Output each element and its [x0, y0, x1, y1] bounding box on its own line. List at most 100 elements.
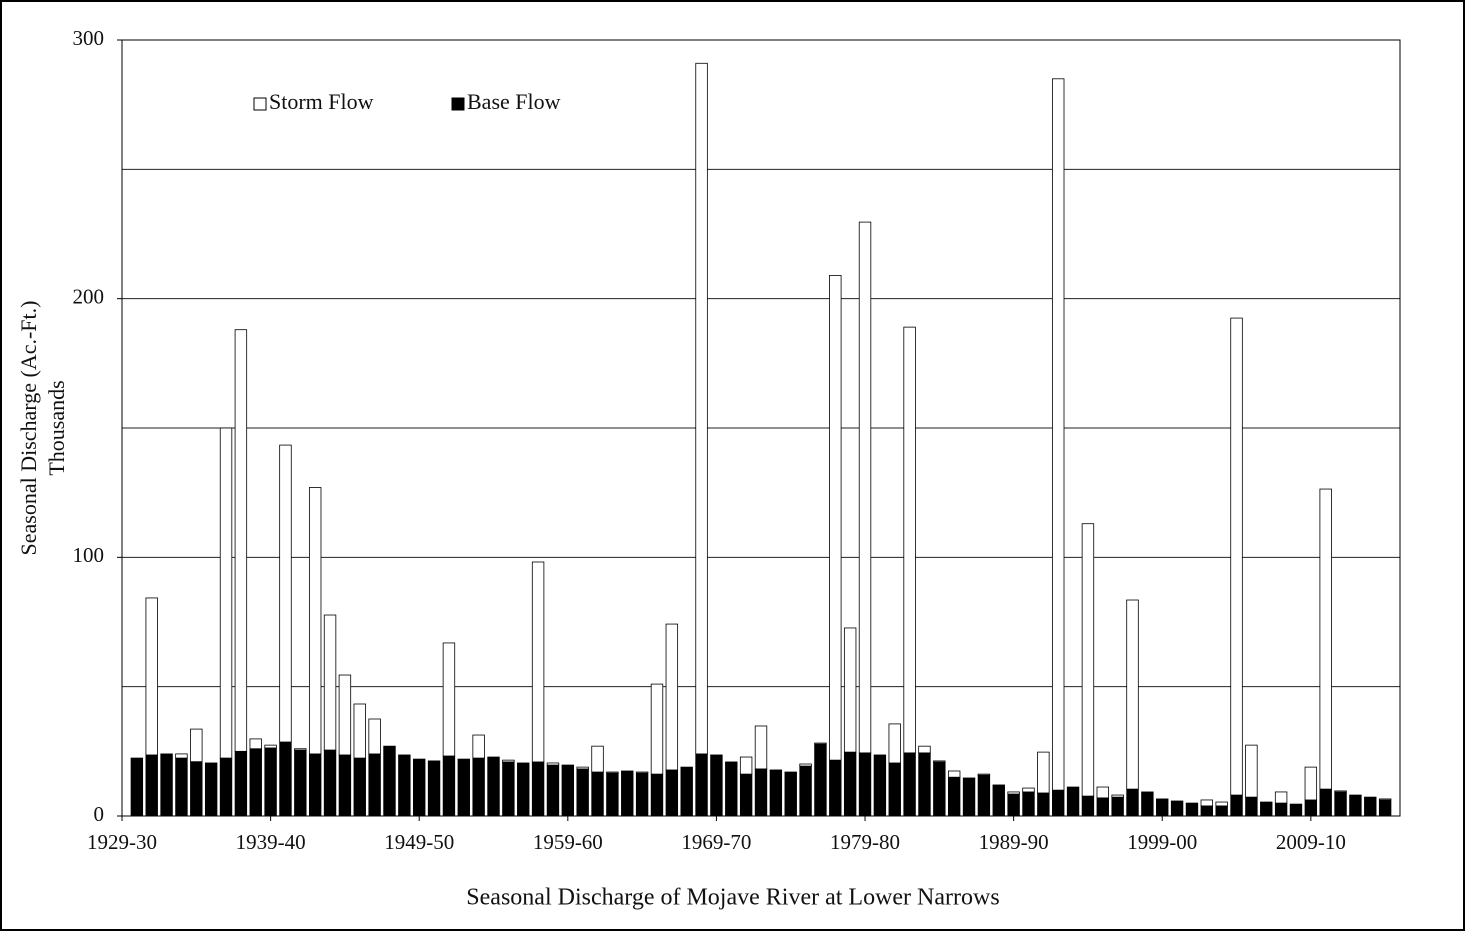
bar-segment	[621, 770, 634, 817]
y-tick-label: 0	[94, 802, 105, 826]
bar-segment	[1037, 751, 1050, 794]
bar-segment	[145, 597, 158, 756]
y-tick-label: 100	[73, 543, 105, 567]
bar-segment	[1364, 797, 1377, 817]
bar-segment	[249, 738, 262, 750]
bar-segment	[1274, 791, 1288, 804]
bar-segment	[858, 221, 872, 754]
y-tick-label: 300	[73, 26, 105, 50]
bar-segment	[294, 749, 307, 817]
bar-segment	[546, 764, 560, 817]
bar-segment	[710, 754, 723, 817]
bar-segment	[234, 329, 248, 752]
bar-segment	[992, 784, 1005, 817]
bar-segment	[219, 427, 233, 759]
bar-segment	[487, 756, 500, 817]
bar-segment	[442, 642, 456, 757]
bar-segment	[383, 745, 396, 817]
bar-segment	[1007, 791, 1020, 795]
bar-segment	[665, 769, 679, 817]
bar-segment	[323, 614, 337, 751]
bar-segment	[1022, 791, 1035, 817]
x-tick-label: 1969-70	[681, 830, 751, 854]
bar-segment	[947, 776, 961, 817]
bar-segment	[1304, 766, 1318, 801]
bar-segment	[368, 718, 381, 755]
bar-segment	[1066, 786, 1080, 817]
legend-swatch	[253, 97, 267, 111]
bar-segment	[427, 760, 441, 817]
legend-swatch	[451, 97, 465, 111]
bar-segment	[754, 768, 768, 817]
bar-segment	[1378, 798, 1392, 801]
y-axis-title: Seasonal Discharge (Ac.-Ft.)	[16, 301, 41, 556]
bar-segment	[190, 728, 203, 763]
x-tick-label: 2009-10	[1276, 830, 1346, 854]
bar-segment	[576, 766, 589, 770]
bar-segment	[1200, 799, 1214, 807]
bar-segment	[472, 757, 485, 817]
bar-segment	[145, 754, 158, 817]
bar-segment	[1185, 802, 1199, 817]
bar-segment	[204, 762, 218, 817]
bar-segment	[1364, 796, 1377, 799]
bar-segment	[160, 753, 173, 817]
bar-segment	[1126, 599, 1139, 790]
bar-segment	[1378, 799, 1392, 817]
bar-segment	[1334, 790, 1347, 793]
bar-segment	[1126, 788, 1139, 817]
bar-segment	[1052, 78, 1065, 791]
bar-segment	[353, 757, 366, 817]
bar-segment	[1037, 792, 1050, 817]
bar-segment	[606, 771, 619, 774]
bar-segment	[1200, 805, 1214, 817]
bar-segment	[695, 753, 708, 817]
bar-segment	[1334, 791, 1347, 817]
bar-segment	[1052, 789, 1065, 817]
bar-segment	[1215, 805, 1228, 817]
bar-segment	[933, 761, 946, 817]
bar-segment	[1230, 794, 1243, 817]
bar-segment	[576, 768, 589, 817]
bar-segment	[1141, 791, 1154, 817]
bar-segment	[1319, 788, 1332, 817]
x-tick-label: 1939-40	[236, 830, 306, 854]
bar-segment	[829, 274, 842, 761]
bar-segment	[130, 757, 144, 817]
bar-segment	[1170, 800, 1184, 817]
bar-segment	[398, 754, 411, 817]
bar-segment	[457, 758, 470, 817]
x-axis-title: Seasonal Discharge of Mojave River at Lo…	[466, 885, 999, 911]
bar-segment	[502, 759, 515, 763]
x-tick-label: 1999-00	[1127, 830, 1197, 854]
bar-segment	[264, 744, 277, 749]
bar-segment	[1319, 488, 1332, 790]
bar-segment	[1289, 803, 1303, 817]
bar-segment	[1111, 794, 1124, 798]
y-tick-label: 200	[73, 284, 105, 308]
bar-segment	[279, 444, 292, 743]
bar-segment	[1081, 795, 1095, 817]
bar-segment	[933, 760, 946, 763]
bar-segment	[1096, 786, 1109, 799]
bar-segment	[947, 770, 961, 778]
bar-segment	[472, 734, 485, 759]
bar-segment	[1081, 523, 1095, 797]
bar-segment	[814, 743, 827, 817]
bar-segment	[843, 627, 857, 753]
bar-segment	[1215, 801, 1228, 807]
bar-segment	[635, 772, 649, 817]
bar-segment	[695, 62, 708, 755]
bar-segment	[338, 754, 352, 817]
bar-segment	[873, 754, 887, 817]
bar-segment	[413, 758, 426, 817]
x-tick-label: 1989-90	[979, 830, 1049, 854]
bar-segment	[977, 774, 991, 817]
bar-segment	[1274, 802, 1288, 817]
bar-segment	[1230, 317, 1243, 796]
bar-segment	[680, 766, 693, 817]
bar-segment	[219, 757, 233, 817]
bar-segment	[606, 772, 619, 817]
